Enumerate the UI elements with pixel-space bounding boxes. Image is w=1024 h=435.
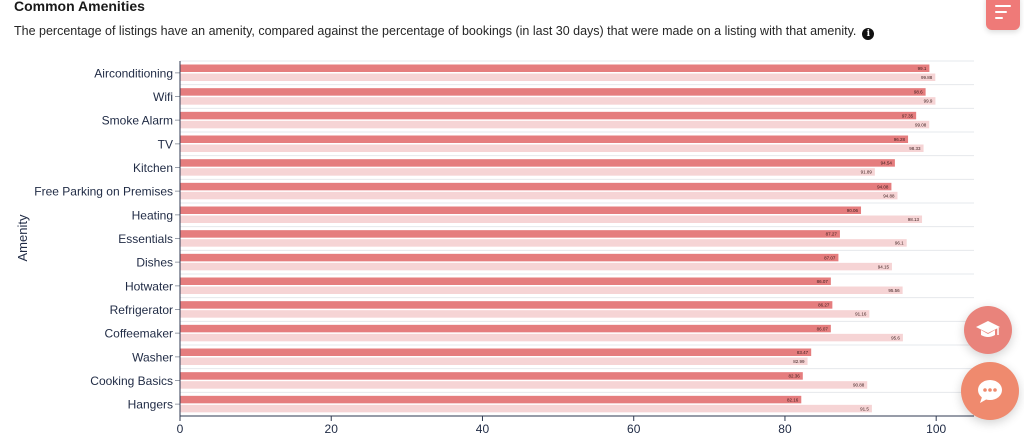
bar-bookings bbox=[180, 381, 868, 389]
data-label: 95.56 bbox=[888, 288, 900, 293]
x-tick-label: 60 bbox=[627, 422, 641, 435]
category-label: Smoke Alarm bbox=[102, 114, 173, 128]
bar-bookings bbox=[180, 215, 923, 223]
menu-button[interactable] bbox=[986, 0, 1020, 30]
bar-listings bbox=[180, 324, 831, 333]
y-axis-label: Amenity bbox=[15, 214, 30, 261]
menu-line-2 bbox=[995, 11, 1007, 13]
data-label: 86.27 bbox=[818, 303, 830, 308]
x-tick-label: 100 bbox=[926, 422, 946, 435]
bar-listings bbox=[180, 301, 833, 309]
category-label: Airconditioning bbox=[94, 66, 173, 80]
bar-bookings bbox=[180, 97, 936, 105]
data-label: 87.07 bbox=[824, 255, 836, 260]
bar-bookings bbox=[180, 262, 892, 271]
bar-bookings bbox=[180, 73, 936, 81]
bar-listings bbox=[180, 206, 862, 214]
bar-bookings bbox=[180, 286, 903, 294]
bar-bookings bbox=[180, 310, 870, 318]
data-label: 99.88 bbox=[921, 75, 933, 80]
data-label: 94.88 bbox=[883, 193, 895, 198]
data-label: 97.35 bbox=[902, 113, 914, 118]
data-label: 98.13 bbox=[908, 217, 920, 222]
category-label: Washer bbox=[132, 350, 173, 364]
chat-bubble-icon bbox=[978, 380, 1002, 403]
bar-bookings bbox=[180, 239, 907, 247]
data-label: 96.1 bbox=[895, 241, 904, 246]
bar-listings bbox=[180, 88, 926, 96]
learn-button[interactable] bbox=[964, 306, 1012, 354]
bar-bookings bbox=[180, 144, 924, 152]
graduation-cap-icon bbox=[976, 321, 1000, 337]
data-label: 86.07 bbox=[817, 326, 829, 331]
category-label: Refrigerator bbox=[110, 303, 173, 317]
bar-bookings bbox=[180, 191, 898, 200]
bar-bookings bbox=[180, 404, 872, 413]
data-label: 90.06 bbox=[847, 208, 859, 213]
category-label: Hotwater bbox=[125, 279, 173, 293]
info-icon[interactable]: i bbox=[862, 28, 875, 40]
data-label: 94.15 bbox=[878, 264, 890, 269]
data-label: 91.16 bbox=[855, 312, 867, 317]
bar-listings bbox=[180, 182, 892, 191]
data-label: 96.28 bbox=[894, 137, 906, 142]
bar-listings bbox=[180, 230, 840, 238]
menu-line-3 bbox=[995, 17, 1003, 19]
bar-listings bbox=[180, 159, 895, 167]
category-label: Cooking Basics bbox=[90, 374, 173, 388]
bar-bookings bbox=[180, 120, 930, 129]
category-label: Kitchen bbox=[133, 161, 173, 175]
menu-line-1 bbox=[995, 5, 1011, 7]
data-label: 82.99 bbox=[793, 359, 805, 364]
bar-listings bbox=[180, 372, 803, 380]
data-label: 98.33 bbox=[909, 146, 921, 151]
data-label: 91.5 bbox=[860, 406, 869, 411]
bar-listings bbox=[180, 277, 831, 285]
bar-listings bbox=[180, 348, 812, 356]
data-label: 87.27 bbox=[826, 232, 838, 237]
data-label: 99.1 bbox=[918, 66, 927, 71]
data-label: 83.47 bbox=[797, 350, 809, 355]
x-tick-label: 80 bbox=[778, 422, 792, 435]
bar-listings bbox=[180, 395, 802, 404]
category-label: TV bbox=[158, 137, 173, 151]
x-tick-label: 0 bbox=[177, 422, 184, 435]
x-tick-label: 20 bbox=[325, 422, 339, 435]
chart-title: Common Amenities bbox=[14, 0, 145, 14]
category-label: Free Parking on Premises bbox=[34, 185, 173, 199]
x-tick-label: 40 bbox=[476, 422, 490, 435]
data-label: 99.08 bbox=[915, 122, 927, 127]
category-label: Heating bbox=[132, 208, 173, 222]
category-label: Wifi bbox=[153, 90, 173, 104]
bar-listings bbox=[180, 64, 930, 72]
bar-listings bbox=[180, 253, 839, 262]
data-label: 82.36 bbox=[789, 374, 801, 379]
data-label: 98.6 bbox=[914, 90, 923, 95]
chart-subtitle: The percentage of listings have an ameni… bbox=[14, 24, 875, 40]
data-label: 94.08 bbox=[877, 184, 889, 189]
data-label: 91.89 bbox=[861, 170, 873, 175]
data-label: 90.88 bbox=[853, 383, 865, 388]
category-label: Coffeemaker bbox=[105, 327, 173, 341]
data-label: 82.16 bbox=[787, 397, 799, 402]
bar-listings bbox=[180, 111, 917, 120]
chat-button[interactable] bbox=[961, 362, 1019, 420]
data-label: 94.54 bbox=[881, 161, 893, 166]
bar-listings bbox=[180, 135, 909, 143]
bar-bookings bbox=[180, 333, 903, 342]
data-label: 86.07 bbox=[817, 279, 829, 284]
category-label: Essentials bbox=[118, 232, 173, 246]
category-label: Dishes bbox=[136, 256, 173, 270]
data-label: 95.6 bbox=[891, 335, 900, 340]
bar-bookings bbox=[180, 168, 875, 176]
data-label: 99.9 bbox=[924, 99, 933, 104]
category-label: Hangers bbox=[128, 398, 173, 412]
subtitle-text: The percentage of listings have an ameni… bbox=[14, 24, 857, 38]
bar-bookings bbox=[180, 357, 808, 365]
